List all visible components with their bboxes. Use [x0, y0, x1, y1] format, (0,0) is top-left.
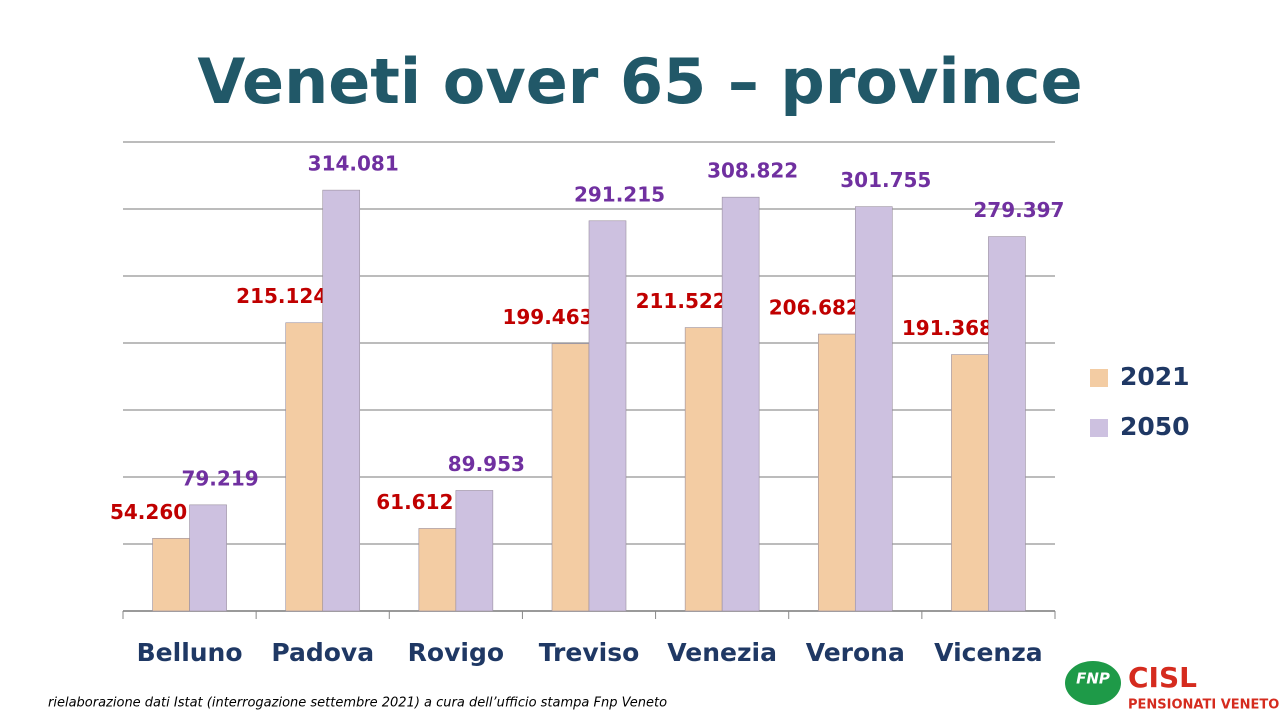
logo: FNP CISL PENSIONATI VENETO: [1065, 661, 1279, 713]
legend-label: 2050: [1120, 412, 1190, 441]
value-label: 279.397: [973, 198, 1064, 222]
value-label: 199.463: [502, 305, 593, 329]
value-label: 301.755: [840, 168, 931, 192]
x-tick-label: Verona: [806, 638, 905, 667]
x-tick-label: Rovigo: [408, 638, 504, 667]
value-label: 54.260: [110, 500, 187, 524]
bar: [152, 537, 190, 612]
logo-subtitle: PENSIONATI VENETO: [1128, 698, 1279, 713]
x-tick-label: Padova: [271, 638, 374, 667]
bar: [817, 333, 856, 612]
value-label: 291.215: [574, 182, 665, 206]
chart-title: Veneti over 65 – province: [197, 45, 1082, 118]
bar: [551, 343, 590, 612]
footnote: rielaborazione dati Istat (interrogazion…: [48, 696, 667, 711]
value-label: 211.522: [636, 289, 727, 313]
logo-name: CISL: [1128, 661, 1197, 694]
logo-badge: FNP: [1076, 670, 1110, 688]
bar: [588, 220, 627, 612]
value-label: 314.081: [308, 152, 399, 176]
legend-label: 2021: [1120, 362, 1190, 391]
x-tick-label: Treviso: [539, 638, 640, 667]
value-label: 206.682: [769, 296, 860, 320]
bar: [684, 327, 723, 612]
legend-swatch: [1090, 419, 1108, 437]
bar: [418, 528, 457, 612]
value-label: 308.822: [707, 159, 798, 183]
x-tick-label: Belluno: [137, 638, 243, 667]
bar: [951, 354, 989, 612]
value-label: 89.953: [448, 452, 525, 476]
x-tick-label: Venezia: [667, 638, 777, 667]
legend-swatch: [1090, 369, 1108, 387]
x-tick-label: Vicenza: [934, 638, 1042, 667]
bar: [854, 206, 893, 612]
value-label: 191.368: [902, 316, 993, 340]
value-label: 61.612: [376, 490, 453, 514]
logo-badge-shape: [1065, 661, 1121, 705]
bar: [189, 504, 227, 612]
bar: [322, 189, 361, 612]
value-label: 79.219: [181, 466, 258, 490]
value-label: 215.124: [236, 284, 327, 308]
bar: [721, 196, 760, 612]
bar: [455, 490, 494, 612]
bar: [285, 322, 324, 612]
bar: [988, 236, 1026, 612]
